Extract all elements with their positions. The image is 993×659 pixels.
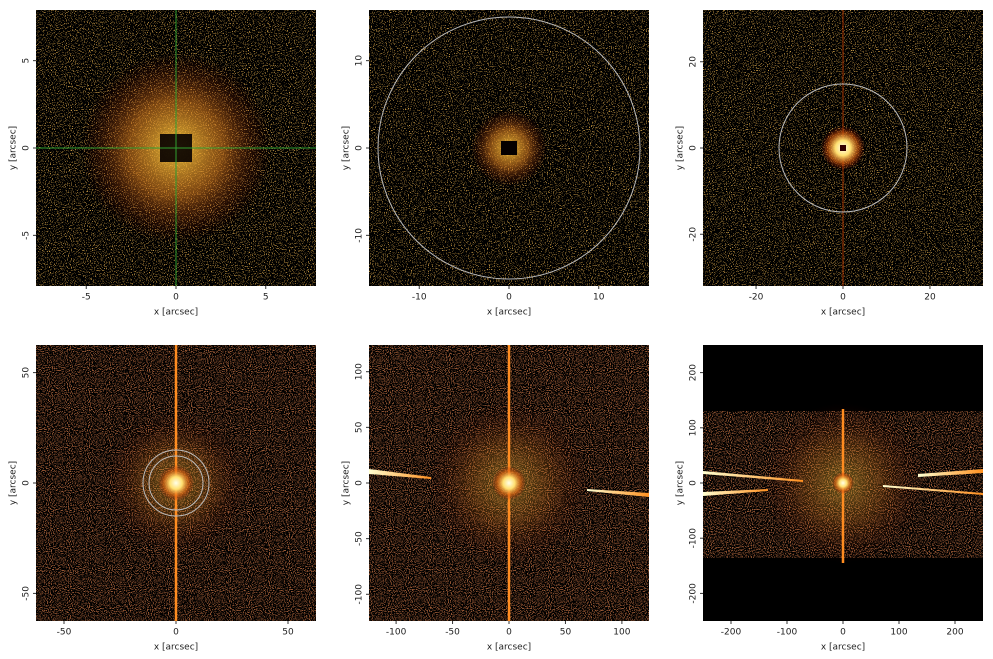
y-axis-label: y [arcsec] bbox=[342, 126, 352, 170]
y-tick-label: 200 bbox=[689, 364, 699, 381]
x-tick-label: -50 bbox=[445, 628, 460, 638]
core bbox=[492, 466, 526, 500]
x-axis-label: x [arcsec] bbox=[487, 643, 531, 653]
x-tick-label: 50 bbox=[282, 628, 294, 638]
streak bbox=[369, 469, 431, 479]
y-tick-label: 0 bbox=[689, 145, 699, 151]
x-tick-label: -200 bbox=[721, 628, 742, 638]
x-tick-label: -5 bbox=[82, 293, 91, 303]
y-tick-label: 20 bbox=[689, 56, 699, 68]
y-tick-label: -20 bbox=[689, 227, 699, 242]
x-tick-label: 200 bbox=[946, 628, 963, 638]
x-tick-label: 0 bbox=[840, 628, 846, 638]
y-tick-label: 0 bbox=[355, 145, 365, 151]
image-panel bbox=[36, 10, 316, 286]
x-tick-label: -100 bbox=[777, 628, 798, 638]
x-tick-label: 50 bbox=[560, 628, 572, 638]
y-tick-label: 0 bbox=[22, 480, 32, 486]
x-tick-label: 0 bbox=[840, 293, 846, 303]
y-tick-label: 0 bbox=[22, 145, 32, 151]
x-tick-label: -10 bbox=[412, 293, 427, 303]
image-panel bbox=[36, 345, 316, 621]
core bbox=[832, 472, 854, 494]
y-tick-label: -200 bbox=[689, 583, 699, 604]
y-axis-label: y [arcsec] bbox=[342, 461, 352, 505]
y-tick-label: -5 bbox=[22, 231, 32, 240]
x-axis-label: x [arcsec] bbox=[821, 643, 865, 653]
x-axis-label: x [arcsec] bbox=[154, 643, 198, 653]
y-axis-label: y [arcsec] bbox=[9, 461, 19, 505]
y-tick-label: -100 bbox=[689, 528, 699, 549]
region-circle bbox=[377, 16, 641, 280]
x-tick-label: 5 bbox=[263, 293, 269, 303]
y-tick-label: 50 bbox=[355, 421, 365, 433]
y-tick-label: 0 bbox=[689, 480, 699, 486]
x-tick-label: 0 bbox=[173, 293, 179, 303]
image-panel bbox=[703, 10, 983, 286]
y-tick-label: -50 bbox=[22, 586, 32, 601]
empty-band bbox=[703, 558, 983, 621]
empty-band bbox=[703, 345, 983, 411]
region-circle bbox=[142, 449, 210, 517]
x-tick-label: -20 bbox=[749, 293, 764, 303]
streak bbox=[703, 471, 803, 482]
streak bbox=[918, 469, 983, 477]
region-circle bbox=[148, 455, 204, 511]
x-tick-label: 100 bbox=[613, 628, 630, 638]
y-axis-label: y [arcsec] bbox=[676, 461, 686, 505]
core bbox=[158, 465, 194, 501]
y-axis-label: y [arcsec] bbox=[676, 126, 686, 170]
y-tick-label: 5 bbox=[22, 58, 32, 64]
x-tick-label: 0 bbox=[506, 293, 512, 303]
y-tick-label: -50 bbox=[355, 531, 365, 546]
y-tick-label: 100 bbox=[355, 363, 365, 380]
y-tick-label: -10 bbox=[355, 228, 365, 243]
x-tick-label: 100 bbox=[890, 628, 907, 638]
x-tick-label: 10 bbox=[593, 293, 605, 303]
y-axis-label: y [arcsec] bbox=[9, 126, 19, 170]
image-panel bbox=[369, 345, 649, 621]
y-tick-label: -100 bbox=[355, 584, 365, 605]
y-tick-label: 50 bbox=[22, 367, 32, 379]
region-circle bbox=[778, 83, 908, 213]
x-tick-label: 0 bbox=[506, 628, 512, 638]
x-axis-label: x [arcsec] bbox=[154, 308, 198, 318]
x-tick-label: -100 bbox=[386, 628, 407, 638]
x-tick-label: 20 bbox=[924, 293, 936, 303]
center-hole bbox=[840, 145, 846, 151]
x-tick-label: 0 bbox=[173, 628, 179, 638]
image-panel bbox=[703, 345, 983, 621]
center-hole bbox=[501, 141, 517, 155]
y-tick-label: 0 bbox=[355, 480, 365, 486]
streak bbox=[703, 489, 768, 496]
x-tick-label: -50 bbox=[57, 628, 72, 638]
y-tick-label: 100 bbox=[689, 419, 699, 436]
x-axis-label: x [arcsec] bbox=[487, 308, 531, 318]
streak bbox=[587, 489, 649, 497]
streak bbox=[883, 485, 983, 495]
image-panel bbox=[369, 10, 649, 286]
y-tick-label: 10 bbox=[355, 55, 365, 67]
x-axis-label: x [arcsec] bbox=[821, 308, 865, 318]
